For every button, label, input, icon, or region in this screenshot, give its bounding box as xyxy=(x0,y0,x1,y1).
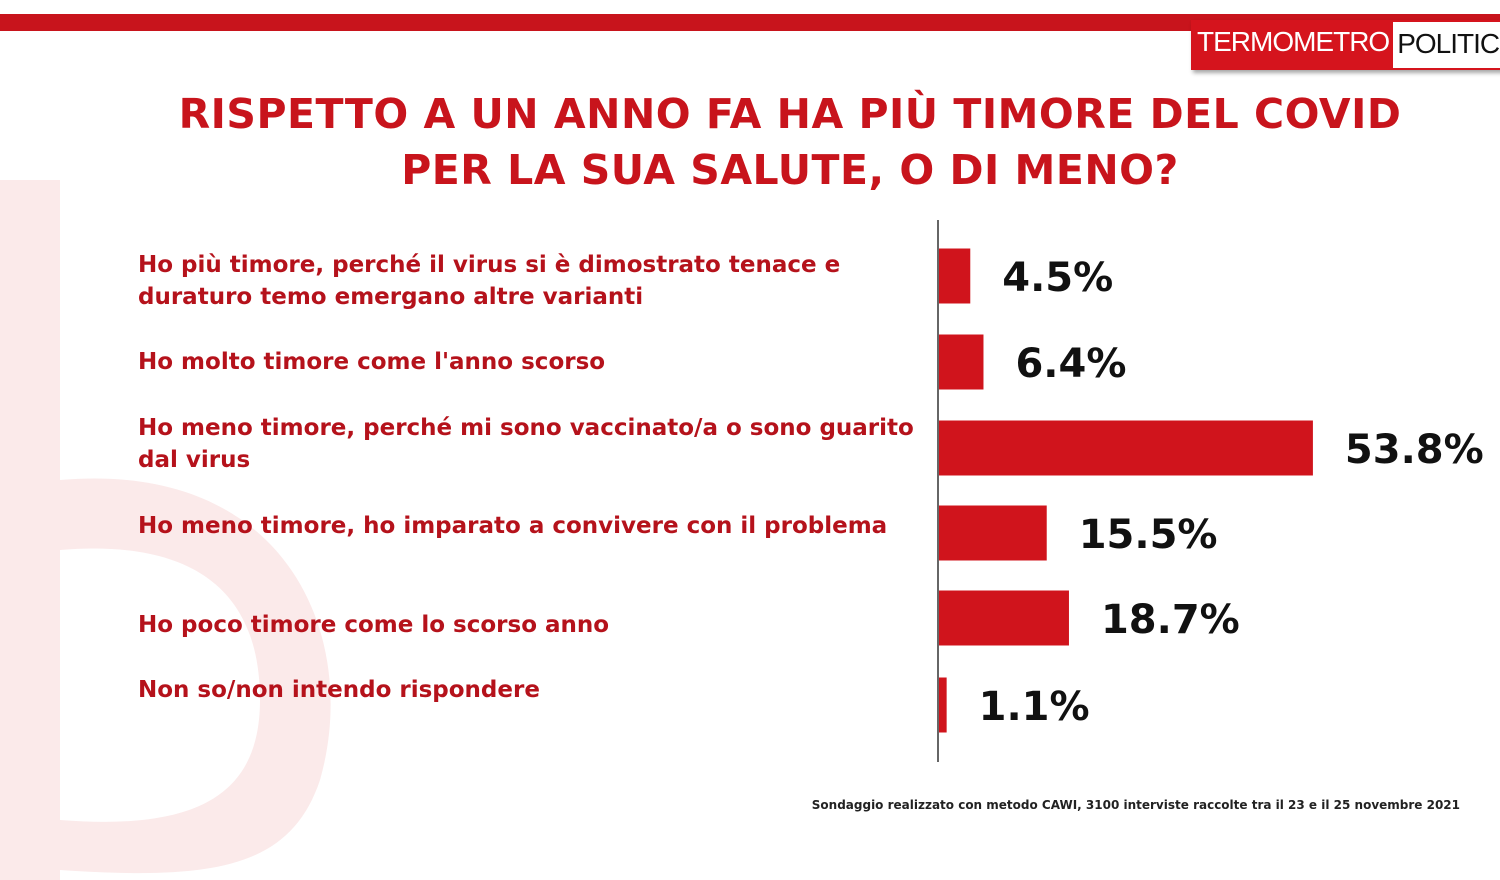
category-label: Ho molto timore come l'anno scorso xyxy=(138,349,606,375)
bar-value-label: 6.4% xyxy=(1015,341,1126,387)
bar-value-label: 18.7% xyxy=(1101,597,1240,643)
category-label: Non so/non intendo rispondere xyxy=(138,677,540,703)
bar xyxy=(939,248,971,304)
title-line-1: RISPETTO A UN ANNO FA HA PIÙ TIMORE DEL … xyxy=(178,90,1402,138)
logo-word-right: POLITICO xyxy=(1393,20,1500,70)
category-label: Ho poco timore come lo scorso anno xyxy=(138,612,610,638)
bar-value-label: 4.5% xyxy=(1002,255,1113,301)
top-accent-bar xyxy=(0,14,1500,31)
bars-layer: 4.5% 6.4% 53.8% 15.5% 18.7%1.1% xyxy=(939,248,1484,733)
logo-word-left: TERMOMETRO xyxy=(1191,20,1394,70)
bar xyxy=(939,420,1313,476)
termometro-politico-logo: TERMOMETRO POLITICO xyxy=(1191,20,1500,70)
bar-value-label: 15.5% xyxy=(1079,512,1218,558)
chart-title: RISPETTO A UN ANNO FA HA PIÙ TIMORE DEL … xyxy=(140,86,1440,198)
bar xyxy=(939,334,984,390)
title-line-2: PER LA SUA SALUTE, O DI MENO? xyxy=(401,146,1179,194)
bar xyxy=(939,677,947,733)
category-label: Ho più timore, perché il virus si è dimo… xyxy=(138,252,841,310)
bar-chart: 4.5% 6.4% 53.8% 15.5% 18.7%1.1% xyxy=(937,220,1484,762)
category-label: Ho meno timore, ho imparato a convivere … xyxy=(138,513,888,539)
bar xyxy=(939,505,1047,561)
bar xyxy=(939,590,1069,646)
bar-value-label: 1.1% xyxy=(979,684,1090,730)
bar-value-label: 53.8% xyxy=(1345,427,1484,473)
category-label: Ho meno timore, perché mi sono vaccinato… xyxy=(138,415,914,473)
footnote: Sondaggio realizzato con metodo CAWI, 31… xyxy=(811,798,1460,812)
